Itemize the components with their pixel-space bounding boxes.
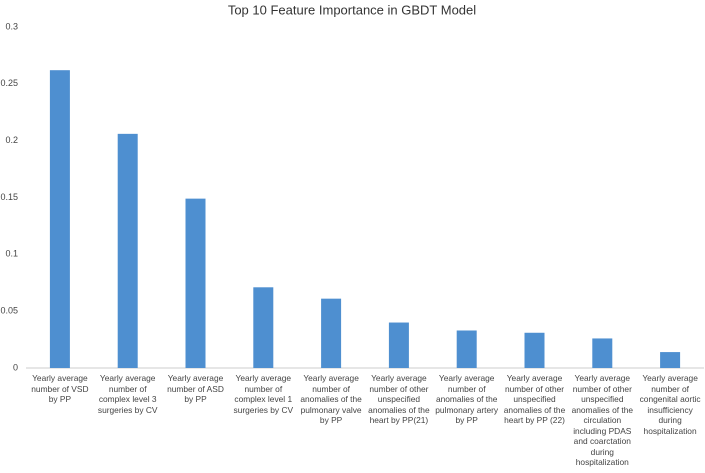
x-tick-label: Yearly average number of congenital aort… (639, 373, 701, 436)
bar (49, 70, 70, 369)
bar (456, 330, 477, 368)
y-tick-label: 0 (13, 362, 18, 372)
y-tick-label: 0.15 (0, 192, 18, 202)
x-tick-label: Yearly average number of anomalies of th… (435, 373, 499, 425)
bar (185, 198, 206, 368)
bar (388, 322, 409, 368)
y-tick-label: 0.25 (0, 78, 18, 88)
y-tick-label: 0.3 (5, 21, 18, 31)
chart-title: Top 10 Feature Importance in GBDT Model (228, 2, 476, 17)
x-tick-label: Yearly average number of anomalies of th… (300, 373, 362, 425)
x-tick-label: Yearly average number of other unspecifi… (503, 373, 566, 425)
bar (592, 338, 613, 368)
x-tick-label: Yearly average number of complex level 3… (97, 373, 158, 415)
x-tick-label: Yearly average number of complex level 1… (233, 373, 294, 415)
bar (321, 298, 342, 368)
bar (660, 352, 681, 368)
y-tick-label: 0.2 (5, 135, 18, 145)
x-tick-label: Yearly average number of other unspecifi… (368, 373, 430, 425)
y-tick-label: 0.1 (5, 249, 18, 259)
bar (253, 287, 274, 368)
y-tick-label: 0.05 (0, 306, 18, 316)
x-tick-label: Yearly average number of ASD by PP (167, 373, 224, 404)
bar (117, 133, 138, 368)
x-tick-label: Yearly average number of other unspecifi… (571, 373, 634, 467)
x-tick-label: Yearly average number of VSD by PP (31, 373, 89, 404)
bar (524, 332, 545, 368)
